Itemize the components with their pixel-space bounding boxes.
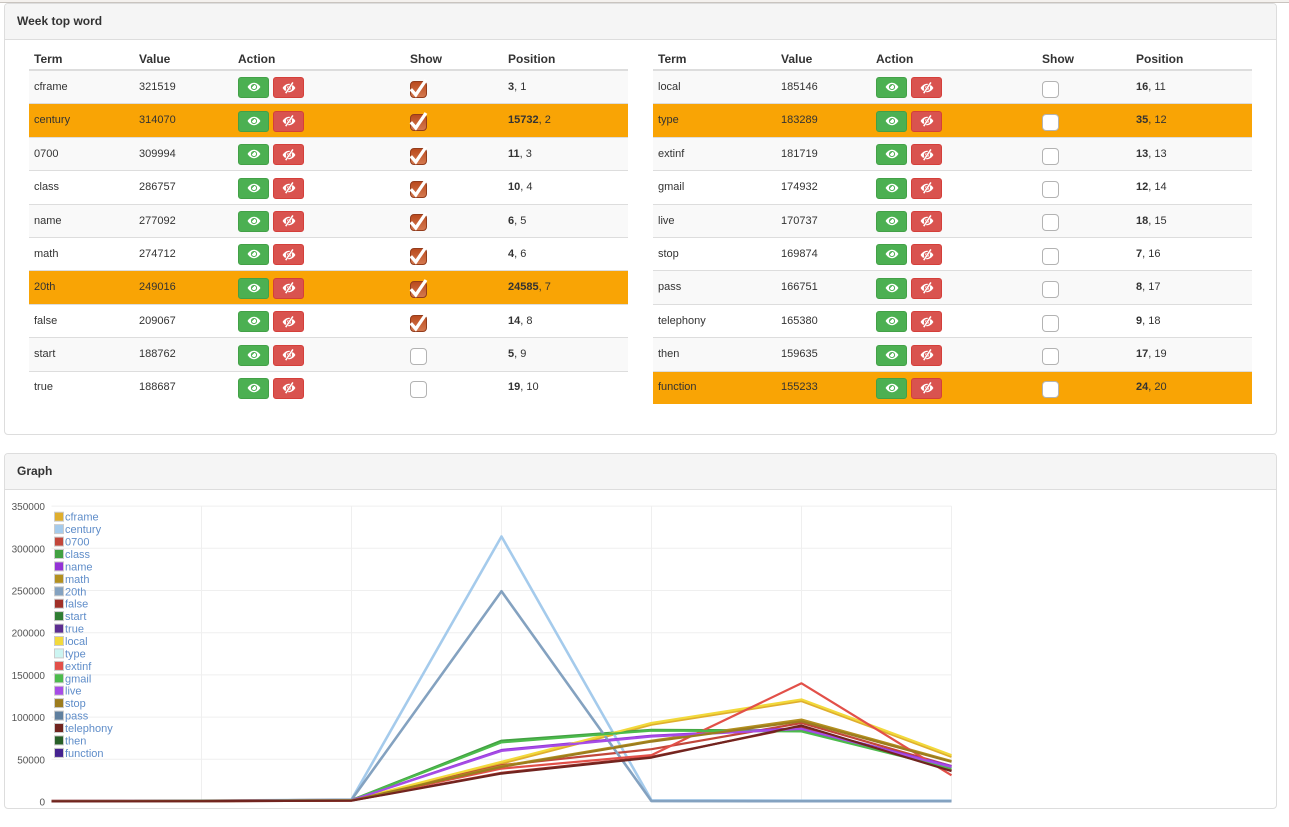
svg-text:300000: 300000 [12,544,46,555]
svg-text:0: 0 [39,797,45,808]
svg-text:true: true [65,624,84,636]
svg-text:0700: 0700 [65,537,89,549]
svg-text:math: math [65,574,89,586]
svg-text:cframe: cframe [65,512,99,524]
svg-text:extinf: extinf [65,661,92,673]
svg-text:150000: 150000 [12,671,46,682]
svg-text:name: name [65,561,93,573]
svg-text:pass: pass [65,711,89,723]
svg-text:20th: 20th [65,586,86,598]
svg-text:class: class [65,549,91,561]
svg-text:type: type [65,648,86,660]
svg-text:stop: stop [65,698,86,710]
svg-text:start: start [65,611,86,623]
svg-text:250000: 250000 [12,586,46,597]
svg-text:100000: 100000 [12,713,46,724]
svg-text:50000: 50000 [17,755,45,766]
svg-text:local: local [65,636,88,648]
svg-text:century: century [65,524,102,536]
svg-text:live: live [65,686,82,698]
svg-text:gmail: gmail [65,673,91,685]
svg-text:telephony: telephony [65,723,113,735]
svg-text:function: function [65,748,104,760]
svg-text:then: then [65,735,86,747]
svg-text:350000: 350000 [12,502,46,513]
svg-text:200000: 200000 [12,629,46,640]
svg-text:false: false [65,599,88,611]
